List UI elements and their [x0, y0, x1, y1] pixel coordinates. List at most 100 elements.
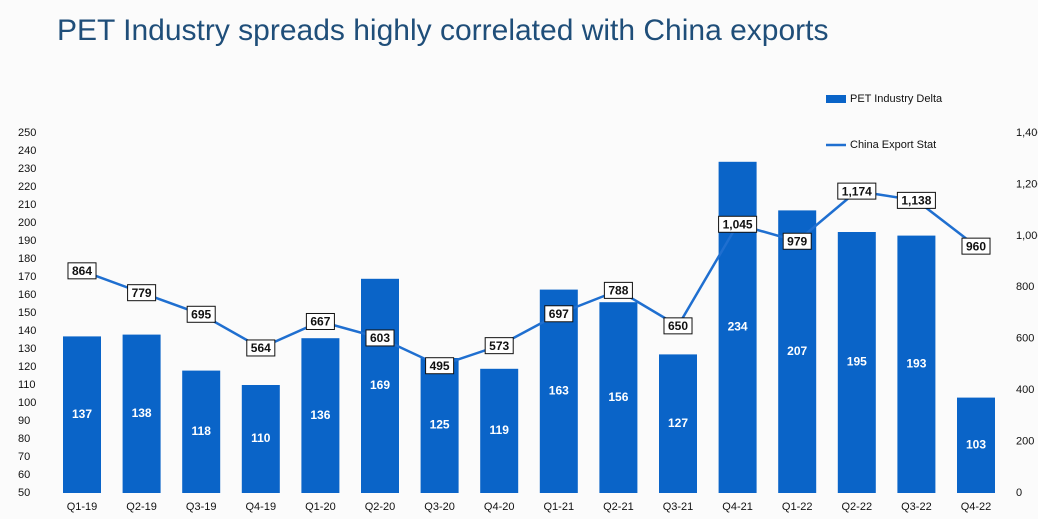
- line-label-box: [961, 237, 991, 255]
- line-value-label: 667: [310, 315, 330, 329]
- y-tick-label: 240: [18, 145, 36, 157]
- bar-value-label: 103: [966, 437, 986, 451]
- bar: [837, 232, 876, 493]
- bar-value-label: 125: [430, 418, 450, 432]
- line-value-label: 788: [608, 284, 628, 298]
- line-label-box: [67, 262, 97, 280]
- bar: [63, 336, 101, 493]
- line-label-box: [365, 329, 395, 347]
- x-tick-label: Q4-20: [484, 501, 515, 513]
- x-tick-label: Q2-21: [603, 501, 634, 513]
- y2-tick-label: 1,200: [1016, 178, 1038, 190]
- bar: [957, 397, 995, 493]
- x-tick-label: Q4-19: [246, 501, 277, 513]
- line-label-box: [663, 317, 693, 335]
- y-tick-label: 180: [18, 253, 36, 265]
- y-tick-label: 120: [18, 361, 36, 373]
- bar-value-label: 110: [251, 431, 271, 445]
- line-value-label: 564: [251, 341, 271, 355]
- line-label-box: [837, 182, 877, 200]
- bar: [599, 302, 638, 493]
- bar-value-label: 119: [490, 423, 510, 437]
- x-tick-label: Q2-22: [842, 501, 873, 513]
- line-value-label: 495: [430, 359, 450, 373]
- bar-value-label: 156: [608, 390, 628, 404]
- x-tick-label: Q1-19: [67, 501, 98, 513]
- line-label-box: [484, 337, 514, 355]
- y-tick-label: 170: [18, 271, 36, 283]
- y2-tick-label: 600: [1016, 333, 1034, 345]
- legend-label: PET Industry Delta: [850, 93, 943, 105]
- x-tick-label: Q2-19: [126, 501, 157, 513]
- line-label-box: [186, 305, 216, 323]
- line-label-box: [425, 357, 455, 375]
- line-value-label: 697: [549, 307, 569, 321]
- y-tick-label: 90: [18, 415, 30, 427]
- legend-swatch: [826, 95, 846, 103]
- line-value-label: 573: [489, 339, 509, 353]
- line-value-label: 979: [787, 234, 807, 248]
- bar: [659, 354, 697, 493]
- y-tick-label: 100: [18, 397, 36, 409]
- bar-value-label: 163: [549, 383, 569, 397]
- line-value-label: 864: [72, 264, 92, 278]
- y2-tick-label: 1,400: [1016, 127, 1038, 139]
- line: [81, 189, 977, 368]
- line-value-label: 960: [966, 239, 986, 253]
- y-tick-label: 160: [18, 289, 36, 301]
- bar-value-label: 118: [192, 424, 212, 438]
- line-value-label: 1,174: [842, 184, 872, 198]
- y-tick-label: 130: [18, 343, 36, 355]
- x-tick-label: Q1-21: [544, 501, 575, 513]
- x-tick-label: Q3-22: [901, 501, 932, 513]
- line-value-label: 695: [191, 307, 211, 321]
- x-tick-label: Q4-21: [722, 501, 753, 513]
- line-label-box: [896, 191, 936, 209]
- bar-value-label: 136: [310, 408, 330, 422]
- bar-value-label: 234: [728, 320, 748, 334]
- y2-tick-label: 200: [1016, 435, 1034, 447]
- bar: [122, 334, 161, 493]
- line-label-box: [782, 232, 812, 250]
- y-tick-label: 50: [18, 487, 30, 499]
- y-tick-label: 70: [18, 451, 30, 463]
- bar: [420, 358, 459, 493]
- bar-value-label: 127: [668, 416, 688, 430]
- bar: [301, 338, 340, 493]
- x-tick-label: Q3-19: [186, 501, 217, 513]
- legend-label: China Export Stat: [850, 139, 936, 151]
- line-value-label: 1,138: [901, 194, 931, 208]
- y-tick-label: 250: [18, 127, 36, 139]
- bar-value-label: 138: [132, 406, 152, 420]
- bar: [480, 368, 519, 493]
- y-tick-label: 60: [18, 469, 30, 481]
- y2-tick-label: 400: [1016, 384, 1034, 396]
- y-tick-label: 140: [18, 325, 36, 337]
- bar: [778, 210, 817, 493]
- y-tick-label: 150: [18, 307, 36, 319]
- y-tick-label: 210: [18, 199, 36, 211]
- line-value-label: 603: [370, 331, 390, 345]
- line-value-label: 779: [132, 286, 152, 300]
- bar-value-label: 137: [72, 407, 92, 421]
- chart-title: PET Industry spreads highly correlated w…: [57, 14, 829, 47]
- y-tick-label: 190: [18, 235, 36, 247]
- x-tick-label: Q3-21: [663, 501, 694, 513]
- bar: [897, 235, 936, 493]
- line-label-box: [603, 281, 633, 299]
- y-tick-label: 200: [18, 217, 36, 229]
- bar-value-label: 207: [787, 344, 807, 358]
- y-tick-label: 230: [18, 163, 36, 175]
- line-value-label: 650: [668, 319, 688, 333]
- y-tick-label: 110: [18, 379, 36, 391]
- y-tick-label: 220: [18, 181, 36, 193]
- y-tick-label: 80: [18, 433, 30, 445]
- bar: [241, 385, 280, 493]
- y2-tick-label: 1,000: [1016, 230, 1038, 242]
- x-tick-label: Q2-20: [365, 501, 396, 513]
- y2-tick-label: 800: [1016, 281, 1034, 293]
- bar: [361, 278, 399, 493]
- bar: [182, 370, 221, 493]
- line-label-box: [305, 312, 335, 330]
